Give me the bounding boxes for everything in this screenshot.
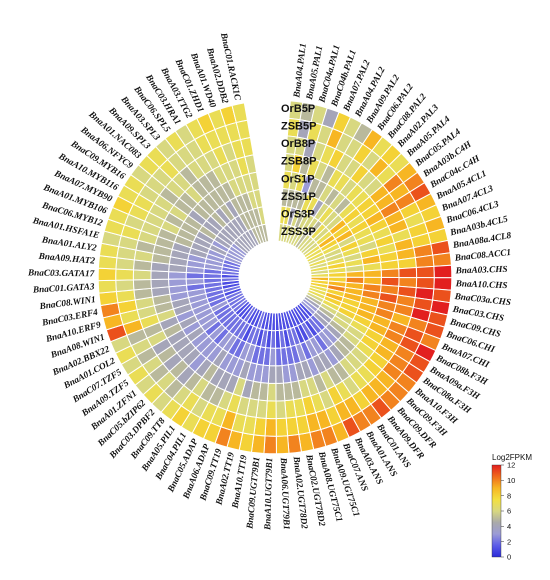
heatmap-cell [433,277,453,291]
sample-label: OrB8P [281,138,315,150]
legend-ticks: 0 2 4 6 8 10 12 [501,461,515,562]
legend-tick-label: 10 [507,476,515,485]
heatmap-cell [275,364,284,384]
heatmap-cell [415,277,435,290]
heatmap-cell [415,265,435,279]
sample-label: ZSS3P [281,226,316,238]
heatmap-cell [274,329,282,349]
heatmap-cell [168,278,188,288]
heatmap-cell [98,290,119,307]
gene-label: BnaC01.GATA3 [32,281,95,295]
legend-tick-label: 12 [507,461,515,470]
heatmap-cell [275,400,287,420]
heatmap-cell [185,277,205,286]
heatmap-cell [363,269,382,278]
legend-tick-label: 2 [507,537,511,546]
sample-labels: OrB5P ZSB5P OrB8P ZSB8P OrS1P ZSS1P OrS3P ZSS3P [281,103,316,238]
sample-label: OrS3P [281,209,315,221]
color-legend: Log2FPKM 0 2 4 6 8 10 12 [491,453,532,562]
heatmap-cell [433,264,453,279]
heatmap-cell [285,416,300,437]
legend-tick-label: 0 [507,553,511,562]
sample-label: ZSB8P [281,156,316,168]
gene-label: BnaA10.UGT79B1 [262,458,274,531]
heatmap-cell [265,400,277,420]
heatmap-cell [132,279,153,291]
legend-tick-label: 8 [507,491,511,500]
heatmap-cell [97,279,118,294]
heatmap-cells [97,100,453,455]
heatmap-cell [264,417,277,437]
heatmap-cell [263,435,277,455]
heatmap-cell [275,435,290,455]
heatmap-cell [275,347,283,367]
legend-colorbar [491,464,502,558]
gene-label: BnaC03.GATA17 [27,267,95,278]
heatmap-cell [115,279,135,293]
sample-label: ZSS1P [281,191,316,203]
gene-label: BnaA03.CHS [455,264,508,276]
heatmap-cell [284,399,297,419]
sample-label: OrB5P [281,103,315,115]
heatmap-cell [414,254,435,269]
heatmap-cell [261,223,270,243]
heatmap-cell [287,433,302,454]
heatmap-cell [115,289,136,304]
legend-tick-label: 6 [507,507,511,516]
heatmap-cell [132,269,152,281]
heatmap-cell [97,267,117,282]
heatmap-cell [327,271,347,278]
gene-label: BnaC09.UGT79B1 [244,456,261,530]
heatmap-cell [275,382,286,402]
heatmap-cell [115,268,135,281]
heatmap-cell [345,270,365,278]
gene-label: BnaC08.ACC1 [453,247,511,263]
heatmap-cell [150,270,170,281]
heatmap-cell [150,278,170,289]
heatmap-cell [310,272,330,278]
sample-label: ZSB5P [281,121,316,133]
gene-label: BnaA06.UGT79B1 [279,456,292,530]
legend-tick-label: 4 [507,522,511,531]
heatmap-cell [275,417,289,437]
heatmap-cell [432,252,452,267]
legend-title: Log2FPKM [492,453,532,462]
heatmap-cell [397,257,417,270]
heatmap-cell [398,267,418,279]
gene-label: BnaA09.HAT2 [37,251,95,266]
sample-label: OrS1P [281,173,315,185]
gene-label: BnaA10.CHS [455,278,508,290]
heatmap-cell [380,268,400,279]
